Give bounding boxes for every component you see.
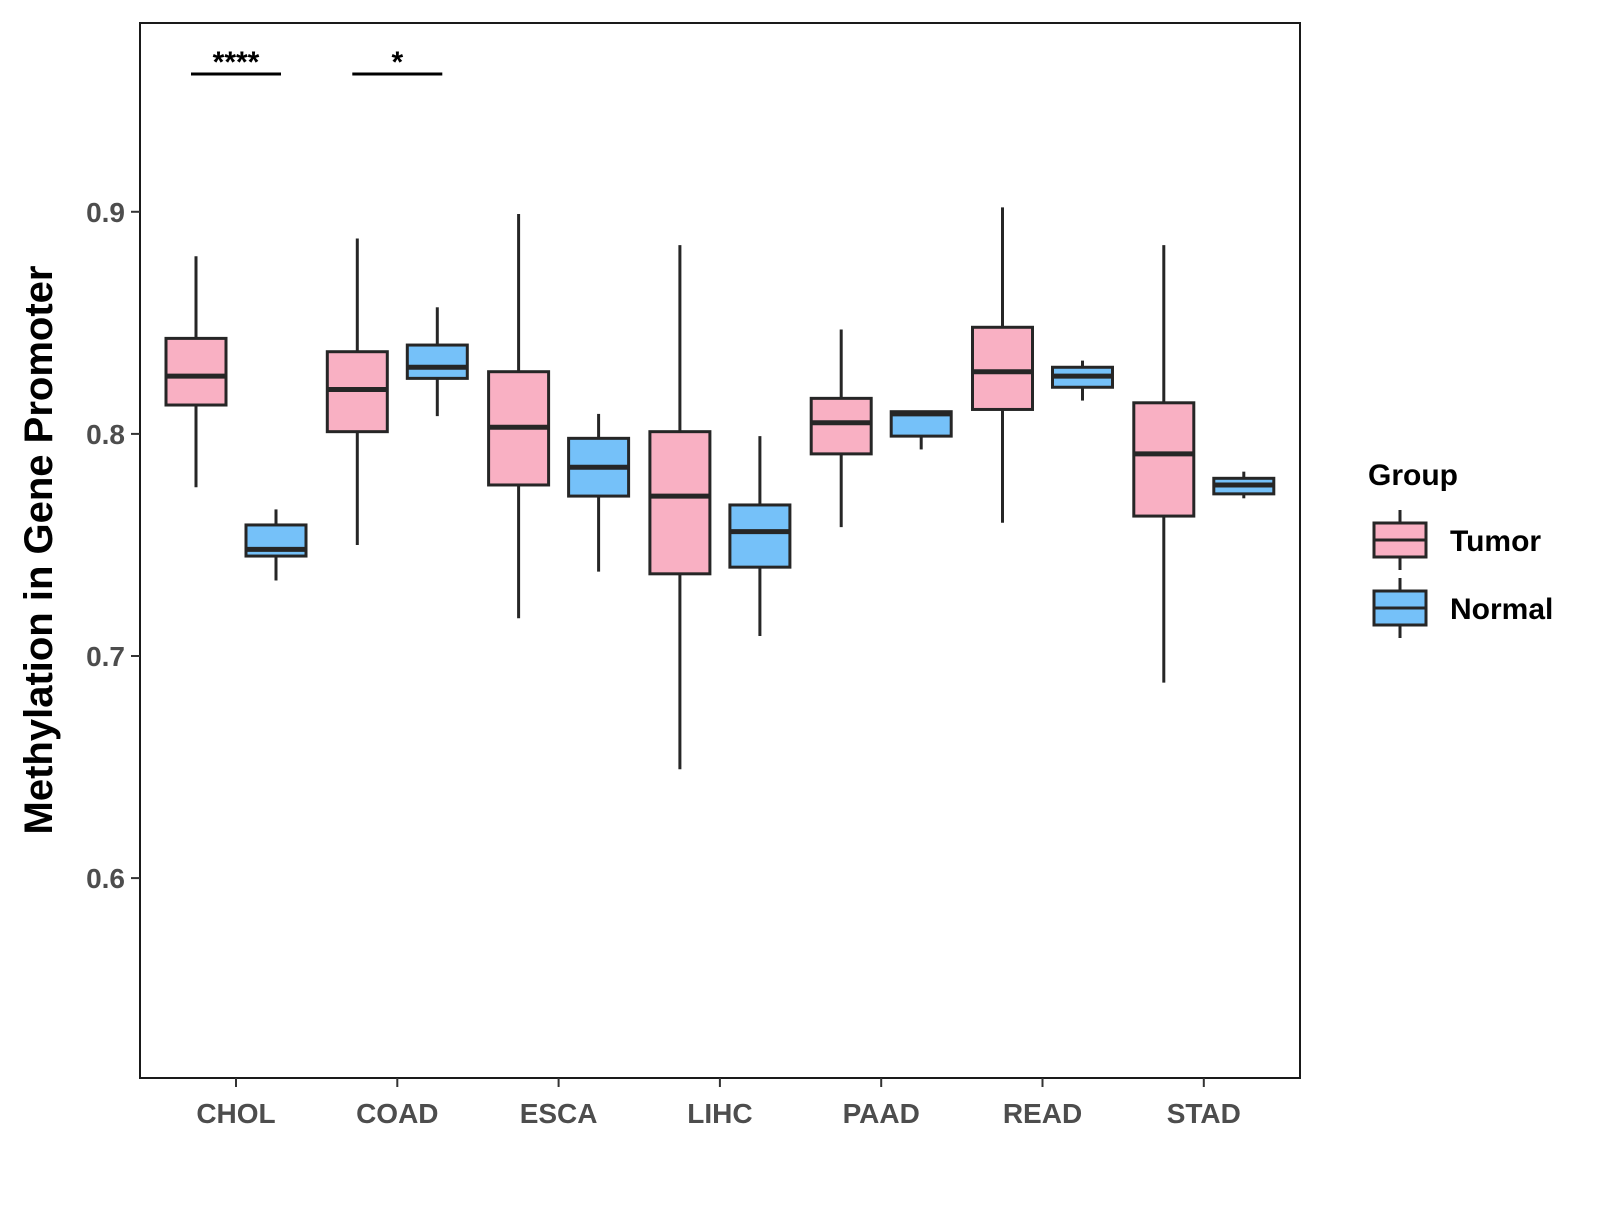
x-tick-label: PAAD xyxy=(843,1098,920,1129)
y-tick-label: 0.9 xyxy=(86,197,125,228)
x-tick-label: CHOL xyxy=(196,1098,275,1129)
box-body xyxy=(164,336,228,407)
legend-entry-tumor: Tumor xyxy=(1372,510,1541,570)
box-normal-paad xyxy=(889,410,953,450)
box-normal-chol xyxy=(244,509,308,581)
box-tumor-read xyxy=(971,207,1034,523)
plot-marks: **** * xyxy=(164,46,1276,770)
box-body xyxy=(971,325,1034,411)
legend-title: Group xyxy=(1368,459,1458,492)
box-body xyxy=(405,343,469,380)
box-normal-read xyxy=(1051,360,1114,401)
y-tick-label: 0.6 xyxy=(86,863,125,894)
significance-label: **** xyxy=(213,46,260,79)
box-body xyxy=(1132,401,1196,518)
box-tumor-chol xyxy=(164,256,228,488)
box-normal-lihc xyxy=(728,436,792,637)
x-tick-label: ESCA xyxy=(520,1098,598,1129)
box-body xyxy=(809,396,873,456)
legend-label: Normal xyxy=(1450,593,1553,626)
box-body xyxy=(648,430,712,576)
box-tumor-stad xyxy=(1132,245,1196,683)
panel-border xyxy=(139,22,1301,1079)
box-tumor-paad xyxy=(809,329,873,528)
box-normal-stad xyxy=(1212,471,1276,499)
x-tick-label: COAD xyxy=(356,1098,438,1129)
legend-label: Tumor xyxy=(1450,525,1541,558)
y-tick-label: 0.7 xyxy=(86,641,125,672)
box-tumor-lihc xyxy=(648,245,712,770)
legend-entry-normal: Normal xyxy=(1372,578,1553,638)
box-body xyxy=(728,503,792,569)
legend: Group Tumor Normal xyxy=(1368,459,1553,638)
x-tick-label: STAD xyxy=(1167,1098,1241,1129)
axes: 0.6 0.7 0.8 0.9 CHOL COAD ESCA LIHC PAAD READ STAD xyxy=(86,197,1241,1129)
box-tumor-coad xyxy=(325,238,389,545)
box-normal-esca xyxy=(567,413,631,572)
significance-label: * xyxy=(391,46,403,79)
box-normal-coad xyxy=(405,307,469,417)
y-axis-title: Methylation in Gene Promoter xyxy=(17,266,61,835)
box-tumor-esca xyxy=(487,214,551,619)
x-tick-label: READ xyxy=(1003,1098,1082,1129)
y-tick-label: 0.8 xyxy=(86,419,125,450)
x-tick-label: LIHC xyxy=(687,1098,752,1129)
